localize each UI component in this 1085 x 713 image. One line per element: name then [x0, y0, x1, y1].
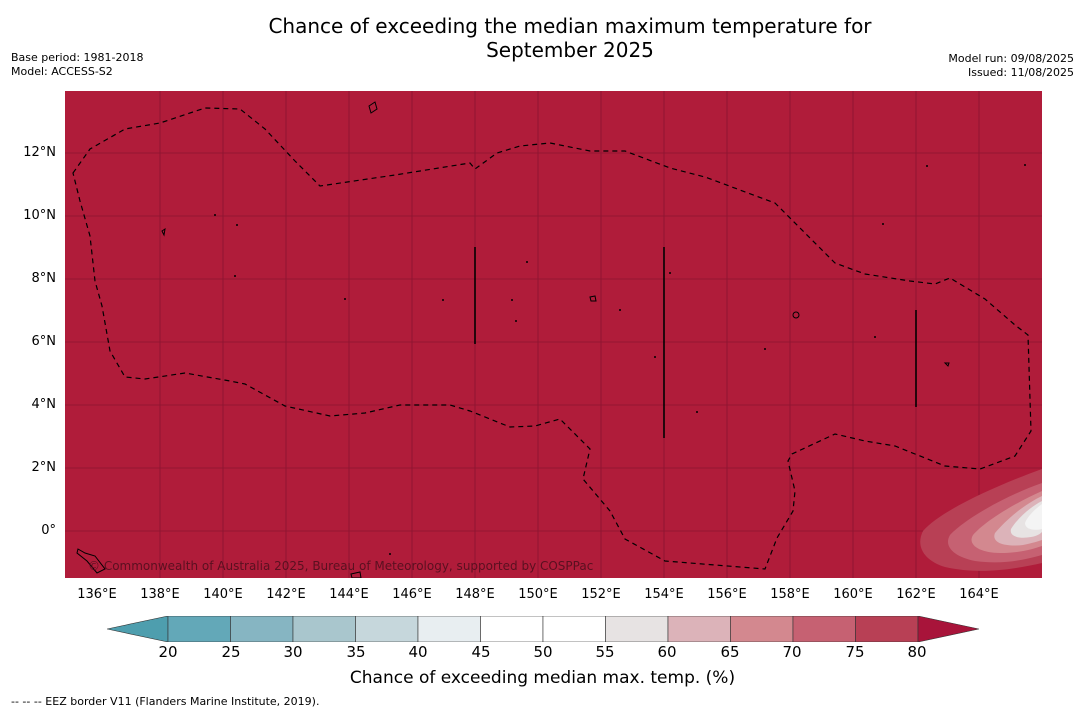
colorbar-bins — [167, 616, 919, 642]
meta-left: Base period: 1981-2018 Model: ACCESS-S2 — [11, 51, 143, 79]
anomaly-patch — [920, 469, 1042, 571]
vertical-segments — [474, 247, 917, 438]
colorbar-tick: 65 — [720, 643, 740, 661]
lat-label-8n: 8°N — [31, 271, 57, 286]
lat-label-0: 0° — [41, 523, 56, 538]
lat-label-2n: 2°N — [31, 460, 57, 475]
lon-label-146e: 146°E — [392, 587, 432, 602]
colorbar-bin — [417, 616, 481, 642]
colorbar-tick: 25 — [221, 643, 241, 661]
title-line-2: September 2025 — [486, 38, 654, 62]
colorbar-bin — [792, 616, 856, 642]
colorbar-bin — [542, 616, 606, 642]
colorbar — [107, 616, 979, 642]
colorbar-bin — [292, 616, 356, 642]
colorbar-bin — [855, 616, 919, 642]
lat-label-4n: 4°N — [31, 397, 57, 412]
colorbar-tick: 40 — [408, 643, 428, 661]
colorbar-tick: 50 — [533, 643, 553, 661]
base-period: Base period: 1981-2018 — [11, 51, 144, 64]
map-graphics — [65, 91, 1042, 578]
issued-date: Issued: 11/08/2025 — [967, 66, 1074, 79]
colorbar-tick: 30 — [283, 643, 303, 661]
colorbar-bin — [605, 616, 669, 642]
lon-label-156e: 156°E — [707, 587, 747, 602]
lon-label-160e: 160°E — [833, 587, 873, 602]
colorbar-bin — [167, 616, 231, 642]
colorbar-under-arrow — [107, 616, 169, 642]
colorbar-bin — [667, 616, 731, 642]
lon-label-164e: 164°E — [959, 587, 999, 602]
colorbar-tick: 70 — [782, 643, 802, 661]
colorbar-tick: 80 — [907, 643, 927, 661]
colorbar-tick: 75 — [845, 643, 865, 661]
lon-label-158e: 158°E — [770, 587, 810, 602]
colorbar-bin — [480, 616, 544, 642]
lon-label-162e: 162°E — [896, 587, 936, 602]
copyright-notice: © Commonwealth of Australia 2025, Bureau… — [88, 559, 594, 573]
colorbar-bin — [355, 616, 419, 642]
lon-label-138e: 138°E — [140, 587, 180, 602]
lon-label-140e: 140°E — [203, 587, 243, 602]
colorbar-bin — [730, 616, 794, 642]
lon-label-144e: 144°E — [329, 587, 369, 602]
lon-label-142e: 142°E — [266, 587, 306, 602]
lon-label-154e: 154°E — [644, 587, 684, 602]
tiny-islands — [214, 164, 1026, 555]
lon-label-136e: 136°E — [77, 587, 117, 602]
map-background — [65, 91, 1042, 578]
lon-label-148e: 148°E — [455, 587, 495, 602]
colorbar-over-arrow — [917, 616, 979, 642]
colorbar-tick: 60 — [657, 643, 677, 661]
islands — [76, 101, 950, 578]
forecast-map: © Commonwealth of Australia 2025, Bureau… — [65, 91, 1042, 578]
lat-label-6n: 6°N — [31, 334, 57, 349]
lat-label-10n: 10°N — [23, 208, 56, 223]
colorbar-tick: 55 — [595, 643, 615, 661]
colorbar-tick: 20 — [158, 643, 178, 661]
colorbar-tick: 45 — [471, 643, 491, 661]
colorbar-label: Chance of exceeding median max. temp. (%… — [349, 668, 736, 688]
colorbar-bin — [230, 616, 294, 642]
eez-border — [72, 107, 1032, 570]
lon-label-152e: 152°E — [581, 587, 621, 602]
lat-label-12n: 12°N — [23, 145, 56, 160]
model-name: Model: ACCESS-S2 — [11, 65, 113, 78]
model-run: Model run: 09/08/2025 — [948, 52, 1074, 65]
title-line-1: Chance of exceeding the median maximum t… — [268, 14, 872, 38]
lon-label-150e: 150°E — [518, 587, 558, 602]
footnote: -- -- -- EEZ border V11 (Flanders Marine… — [11, 695, 320, 708]
colorbar-tick: 35 — [346, 643, 366, 661]
meta-right: Model run: 09/08/2025 Issued: 11/08/2025 — [948, 52, 1074, 80]
chart-title: Chance of exceeding the median maximum t… — [200, 14, 940, 62]
